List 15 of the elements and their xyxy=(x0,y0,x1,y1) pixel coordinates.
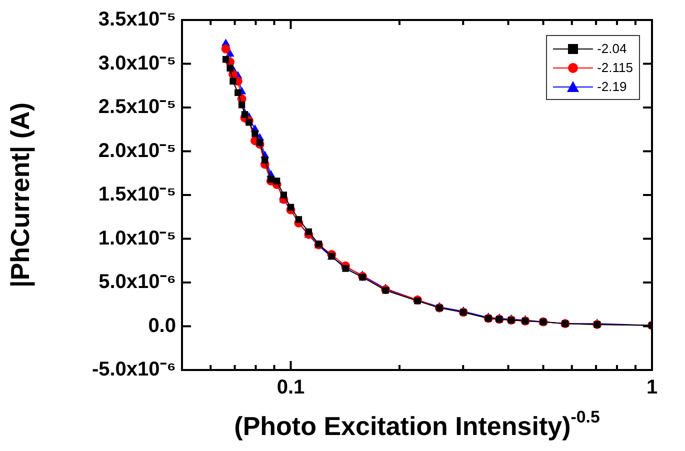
legend-label: -2.19 xyxy=(597,79,627,94)
y-tick-label: 3.0x10⁻⁵ xyxy=(98,52,176,74)
y-tick-label: -5.0x10⁻⁶ xyxy=(92,358,176,381)
y-axis-title: |PhCurrent| (A) xyxy=(5,102,36,288)
legend-label: -2.04 xyxy=(597,41,627,56)
y-tick-label: 0.0 xyxy=(148,314,176,337)
y-tick-label: 3.5x10⁻⁵ xyxy=(98,8,176,31)
y-tick-label: 1.5x10⁻⁵ xyxy=(98,184,176,206)
x-tick-label: 1 xyxy=(646,376,658,399)
y-tick-label: 2.5x10⁻⁵ xyxy=(98,96,176,118)
y-tick-label: 1.0x10⁻⁵ xyxy=(98,227,176,250)
legend-label: -2.115 xyxy=(597,60,633,75)
y-tick-label: 5.0x10⁻⁶ xyxy=(98,271,176,294)
y-tick-label: 2.0x10⁻⁵ xyxy=(98,140,176,162)
x-tick-label: 0.1 xyxy=(276,376,305,399)
